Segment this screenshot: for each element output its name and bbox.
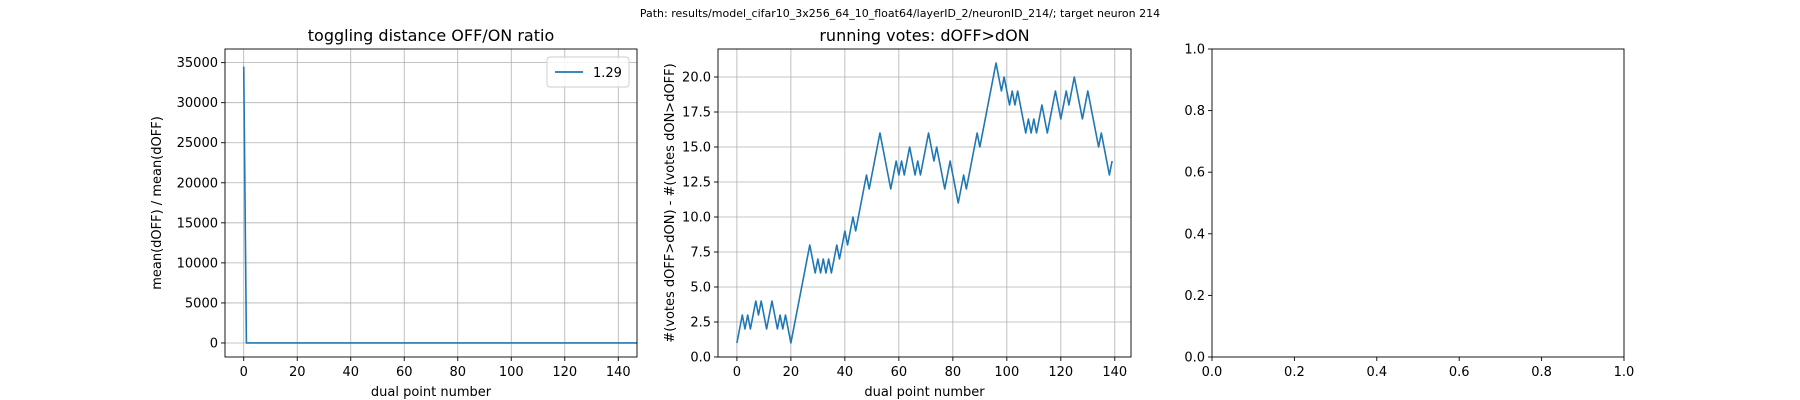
- y-tick-label: 5.0: [690, 281, 711, 296]
- y-tick-label: 0.8: [1184, 104, 1205, 119]
- chart-title: running votes: dOFF>dON: [819, 26, 1029, 45]
- y-tick-label: 20.0: [682, 71, 711, 86]
- x-tick-label: 0.0: [1202, 365, 1223, 380]
- y-tick-label: 1.0: [1184, 43, 1205, 58]
- figure-suptitle: Path: results/model_cifar10_3x256_64_10_…: [640, 7, 1160, 20]
- x-tick-label: 0.6: [1449, 365, 1470, 380]
- x-tick-label: 60: [891, 365, 908, 380]
- x-tick-label: 80: [945, 365, 962, 380]
- y-tick-label: 20000: [177, 176, 218, 191]
- y-tick-label: 0.6: [1184, 166, 1205, 181]
- y-tick-label: 0.0: [1184, 351, 1205, 366]
- x-axis-label: dual point number: [864, 385, 985, 400]
- x-tick-label: 60: [396, 365, 413, 380]
- x-tick-label: 40: [342, 365, 359, 380]
- y-tick-label: 10.0: [682, 211, 711, 226]
- x-tick-label: 120: [552, 365, 577, 380]
- axes-frame: [717, 48, 1132, 358]
- axes-frame: [224, 48, 638, 358]
- legend: 1.29: [546, 56, 630, 88]
- y-tick-label: 5000: [185, 296, 218, 311]
- y-tick-label: 25000: [177, 136, 218, 151]
- x-tick-label: 0.8: [1531, 365, 1552, 380]
- y-tick-label: 15000: [177, 216, 218, 231]
- x-tick-label: 20: [289, 365, 306, 380]
- x-tick-label: 0: [733, 365, 741, 380]
- y-tick-label: 2.5: [690, 316, 711, 331]
- legend-box: [546, 56, 630, 88]
- y-tick-label: 0: [210, 336, 218, 351]
- x-tick-label: 100: [499, 365, 524, 380]
- y-tick-label: 17.5: [682, 106, 711, 121]
- x-tick-label: 40: [837, 365, 854, 380]
- x-axis-label: dual point number: [371, 385, 492, 400]
- x-tick-label: 0.4: [1366, 365, 1387, 380]
- y-tick-label: 15.0: [682, 141, 711, 156]
- y-tick-label: 0.0: [690, 351, 711, 366]
- ratio-chart: 0 20 40 60 80 100 120 140 0 5000 10000 15000 20000 25…: [150, 26, 638, 400]
- y-tick-label: 30000: [177, 96, 218, 111]
- x-tick-label: 20: [783, 365, 800, 380]
- y-axis-label: mean(dOFF) / mean(dOFF): [150, 116, 165, 290]
- y-tick-label: 35000: [177, 56, 218, 71]
- empty-chart: 0.0 0.2 0.4 0.6 0.8 1.0 0.0 0.2 0.4 0.6 0.8 1.0: [1184, 43, 1634, 381]
- y-tick-label: 0.4: [1184, 227, 1205, 242]
- x-tick-label: 100: [994, 365, 1019, 380]
- x-tick-label: 140: [1102, 365, 1127, 380]
- votes-chart: 0 20 40 60 80 100 120 140 0.0 2.5 5.0 7.5 10.0 12.5 15…: [663, 26, 1132, 400]
- y-tick-label: 12.5: [682, 176, 711, 191]
- x-tick-label: 140: [606, 365, 631, 380]
- y-axis-label: #(votes dOFF>dON) - #(votes dON>dOFF): [663, 63, 678, 342]
- x-tick-label: 80: [449, 365, 466, 380]
- axes-frame: [1211, 48, 1625, 358]
- axes-container: 0 20 40 60 80 100 120 140 0 5000 10000 15000 20000 25…: [150, 26, 1634, 400]
- x-tick-label: 0: [240, 365, 248, 380]
- legend-label: 1.29: [593, 66, 622, 81]
- y-tick-label: 10000: [177, 256, 218, 271]
- x-tick-label: 120: [1048, 365, 1073, 380]
- chart-title: toggling distance OFF/ON ratio: [308, 26, 554, 45]
- x-tick-label: 0.2: [1284, 365, 1305, 380]
- y-tick-label: 0.2: [1184, 289, 1205, 304]
- series-line: [736, 62, 1113, 344]
- series-line: [242, 66, 637, 344]
- y-tick-label: 7.5: [690, 246, 711, 261]
- x-tick-label: 1.0: [1614, 365, 1635, 380]
